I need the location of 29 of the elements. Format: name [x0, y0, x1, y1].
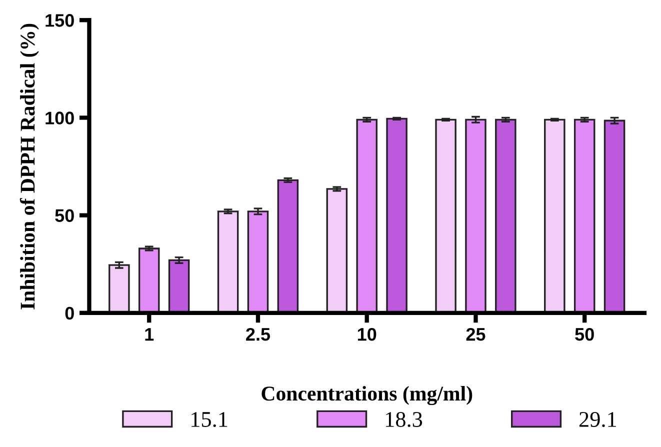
x-tick-label: 25	[466, 328, 486, 341]
bar	[277, 179, 299, 313]
x-tick-label: 50	[575, 328, 594, 341]
legend-label: 15.1	[192, 412, 228, 428]
bar	[465, 118, 486, 313]
legend-label: 18.3	[386, 412, 422, 428]
x-tick-label: 2.5	[246, 328, 270, 341]
y-axis-title: Inhibition of DPPH Radical (%)	[20, 24, 39, 310]
bar	[604, 120, 626, 313]
bar	[247, 210, 269, 313]
bar	[386, 118, 408, 313]
bar	[138, 248, 160, 313]
bar	[574, 118, 596, 313]
bar	[168, 259, 190, 313]
bar	[108, 264, 130, 313]
y-tick-label: 100	[46, 112, 74, 124]
bar	[435, 118, 456, 313]
y-tick-label: 50	[55, 209, 74, 222]
bar	[356, 118, 378, 313]
bar	[495, 118, 516, 313]
x-tick-label: 1	[145, 328, 154, 341]
x-tick-label: 10	[358, 328, 376, 341]
bar	[326, 188, 348, 313]
bar	[544, 118, 566, 313]
legend-label: 29.1	[579, 412, 616, 428]
bar	[217, 210, 239, 313]
y-tick-label: 0	[65, 306, 74, 320]
x-axis-title: Concentrations (mg/ml)	[262, 386, 472, 406]
y-tick-label: 150	[46, 14, 74, 27]
